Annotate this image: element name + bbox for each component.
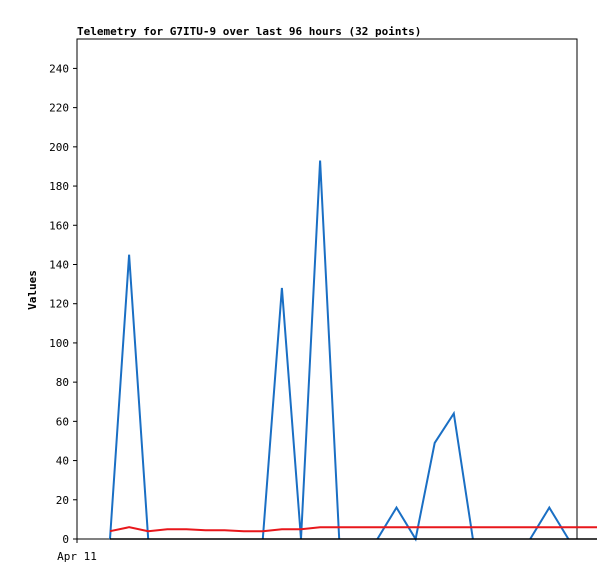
y-tick-label: 140 bbox=[49, 258, 69, 271]
series-1-line bbox=[529, 505, 570, 540]
y-axis: 0 20 40 60 80 100 120 140 160 180 200 220 240 bbox=[49, 62, 77, 546]
series-2-line bbox=[109, 526, 597, 533]
series-1-line bbox=[109, 254, 150, 540]
y-tick-label: 40 bbox=[56, 455, 69, 468]
y-tick-label: 180 bbox=[49, 180, 69, 193]
y-tick-label: 0 bbox=[62, 533, 69, 546]
y-tick-label: 20 bbox=[56, 494, 69, 507]
series-layer bbox=[109, 160, 597, 542]
x-tick-label: Apr 11 bbox=[57, 550, 97, 563]
y-axis-label: Values bbox=[26, 270, 39, 310]
x-axis: Apr 11 bbox=[57, 539, 97, 563]
y-tick-label: 240 bbox=[49, 62, 69, 75]
y-tick-label: 120 bbox=[49, 298, 69, 311]
series-1-line bbox=[376, 410, 474, 542]
y-tick-label: 200 bbox=[49, 141, 69, 154]
y-tick-label: 160 bbox=[49, 219, 69, 232]
y-tick-label: 220 bbox=[49, 102, 69, 115]
chart-title: Telemetry for G7ITU-9 over last 96 hours… bbox=[77, 25, 421, 38]
y-tick-label: 60 bbox=[56, 415, 69, 428]
y-tick-label: 80 bbox=[56, 376, 69, 389]
y-tick-label: 100 bbox=[49, 337, 69, 350]
